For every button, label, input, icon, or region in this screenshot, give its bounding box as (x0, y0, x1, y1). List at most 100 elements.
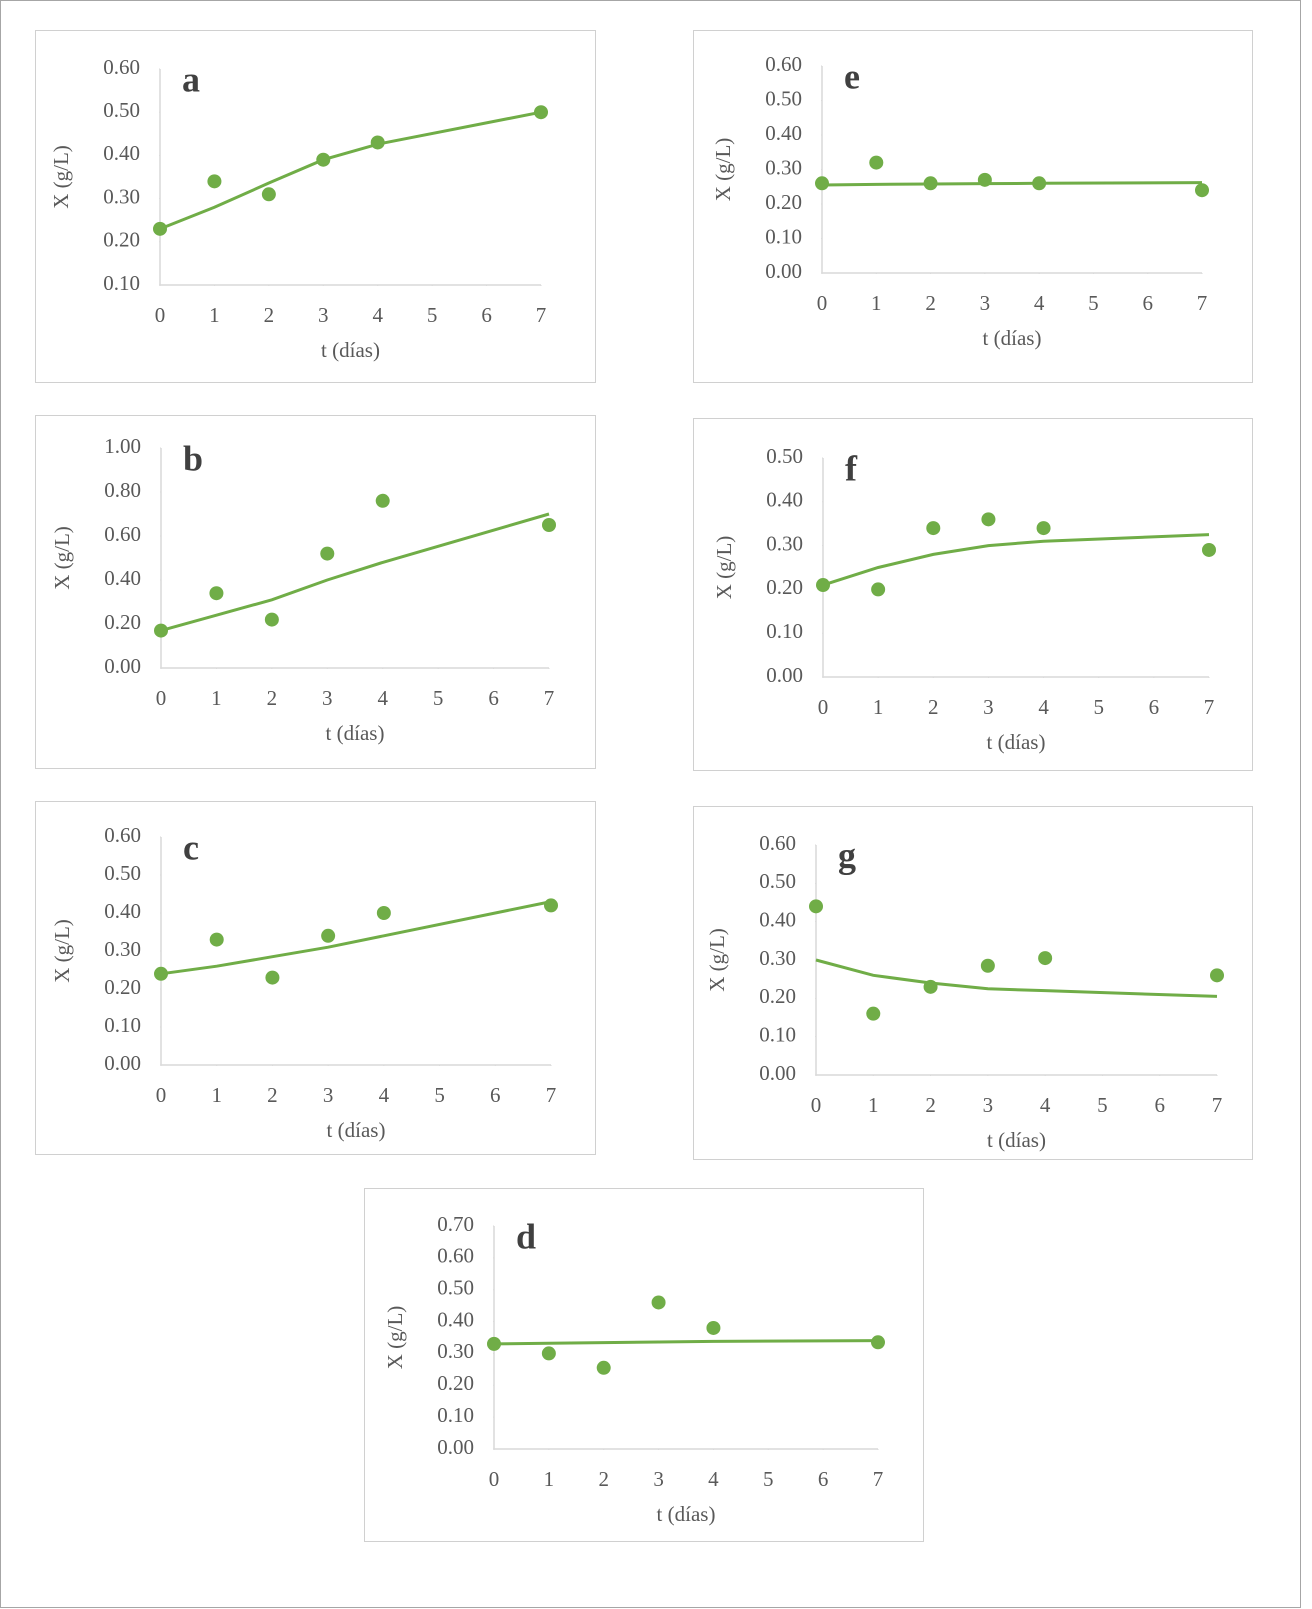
x-tick-label: 7 (546, 1083, 557, 1107)
y-axis-label: X (g/L) (383, 1306, 407, 1370)
x-tick-label: 4 (379, 1083, 390, 1107)
y-tick-label: 0.60 (437, 1244, 474, 1268)
y-tick-label: 0.70 (437, 1212, 474, 1236)
x-tick-label: 4 (377, 686, 388, 710)
x-tick-label: 1 (211, 686, 222, 710)
y-tick-label: 0.00 (765, 259, 802, 283)
y-tick-label: 0.40 (437, 1307, 474, 1331)
data-point (154, 623, 168, 638)
data-point (154, 966, 168, 981)
data-point (815, 176, 829, 191)
x-tick-label: 2 (267, 686, 278, 710)
y-tick-label: 0.00 (759, 1061, 796, 1085)
y-tick-label: 0.30 (437, 1339, 474, 1363)
panel-letter: d (516, 1216, 536, 1256)
data-point (923, 979, 938, 994)
x-tick-label: 6 (488, 686, 499, 710)
data-point (869, 155, 884, 170)
y-tick-label: 0.60 (765, 52, 802, 76)
y-tick-label: 0.00 (104, 654, 141, 678)
data-point (706, 1320, 721, 1335)
data-point (209, 932, 224, 947)
y-tick-label: 0.30 (766, 531, 803, 555)
y-tick-label: 0.60 (104, 522, 141, 546)
y-tick-label: 0.00 (437, 1435, 474, 1459)
data-point (1036, 521, 1051, 536)
x-tick-label: 3 (323, 1083, 334, 1107)
y-tick-label: 0.40 (103, 141, 140, 165)
data-point (542, 518, 556, 532)
x-tick-label: 2 (928, 695, 939, 719)
x-tick-label: 5 (427, 303, 438, 327)
y-tick-label: 0.20 (104, 610, 141, 634)
y-tick-label: 0.30 (104, 937, 141, 961)
panel-frame (693, 418, 1253, 771)
x-tick-label: 5 (433, 686, 444, 710)
x-tick-label: 3 (980, 291, 991, 315)
y-axis-label: X (g/L) (50, 526, 74, 590)
model-line (815, 958, 1218, 998)
x-tick-label: 5 (1093, 695, 1104, 719)
y-tick-label: 1.00 (104, 434, 141, 458)
y-axis-label: X (g/L) (705, 928, 729, 992)
x-tick-label: 0 (811, 1093, 822, 1117)
y-tick-label: 0.10 (437, 1403, 474, 1427)
x-tick-label: 4 (372, 303, 383, 327)
x-tick-label: 7 (536, 303, 547, 327)
panel-frame (35, 415, 596, 769)
x-tick-label: 4 (1034, 291, 1045, 315)
y-tick-label: 0.40 (765, 121, 802, 145)
y-axis-label: X (g/L) (711, 138, 735, 202)
x-axis-label: t (días) (657, 1502, 716, 1526)
data-point (534, 105, 548, 120)
y-tick-label: 0.50 (766, 444, 803, 468)
y-tick-label: 0.50 (759, 869, 796, 893)
x-tick-label: 6 (1154, 1093, 1165, 1117)
data-point (926, 521, 941, 536)
y-tick-label: 0.10 (759, 1022, 796, 1046)
y-tick-label: 0.40 (104, 566, 141, 590)
x-tick-label: 0 (156, 686, 167, 710)
y-tick-label: 0.50 (765, 86, 802, 110)
x-tick-label: 3 (653, 1467, 664, 1491)
x-tick-label: 5 (1088, 291, 1099, 315)
data-point (923, 176, 938, 191)
data-point (809, 899, 823, 914)
x-tick-label: 3 (318, 303, 329, 327)
x-tick-label: 7 (873, 1467, 884, 1491)
data-point (487, 1336, 501, 1351)
x-tick-label: 5 (763, 1467, 774, 1491)
x-tick-label: 5 (434, 1083, 445, 1107)
model-line (159, 110, 542, 231)
data-point (370, 135, 385, 150)
x-tick-label: 2 (267, 1083, 278, 1107)
data-point (871, 582, 886, 597)
x-tick-label: 3 (983, 695, 994, 719)
y-tick-label: 0.60 (103, 55, 140, 79)
x-tick-label: 6 (1149, 695, 1160, 719)
x-tick-label: 0 (818, 695, 829, 719)
panel-frame (35, 30, 596, 383)
x-axis-label: t (días) (321, 338, 380, 362)
y-tick-label: 0.50 (437, 1276, 474, 1300)
data-point (816, 578, 830, 593)
y-tick-label: 0.20 (766, 575, 803, 599)
x-axis-label: t (días) (326, 721, 385, 745)
panel-frame (693, 806, 1253, 1160)
data-point (375, 493, 390, 508)
y-tick-label: 0.20 (103, 228, 140, 252)
data-point (871, 1335, 885, 1350)
y-tick-label: 0.20 (759, 984, 796, 1008)
data-point (261, 187, 276, 202)
model-line (493, 1339, 879, 1346)
data-point (376, 906, 391, 920)
data-point (977, 172, 992, 187)
data-point (544, 898, 558, 913)
y-tick-label: 0.00 (766, 663, 803, 687)
x-tick-label: 4 (1038, 695, 1049, 719)
x-tick-label: 7 (1197, 291, 1208, 315)
data-point (321, 928, 336, 943)
data-point (981, 512, 996, 527)
y-tick-label: 0.30 (103, 184, 140, 208)
panel-letter: b (183, 438, 203, 478)
